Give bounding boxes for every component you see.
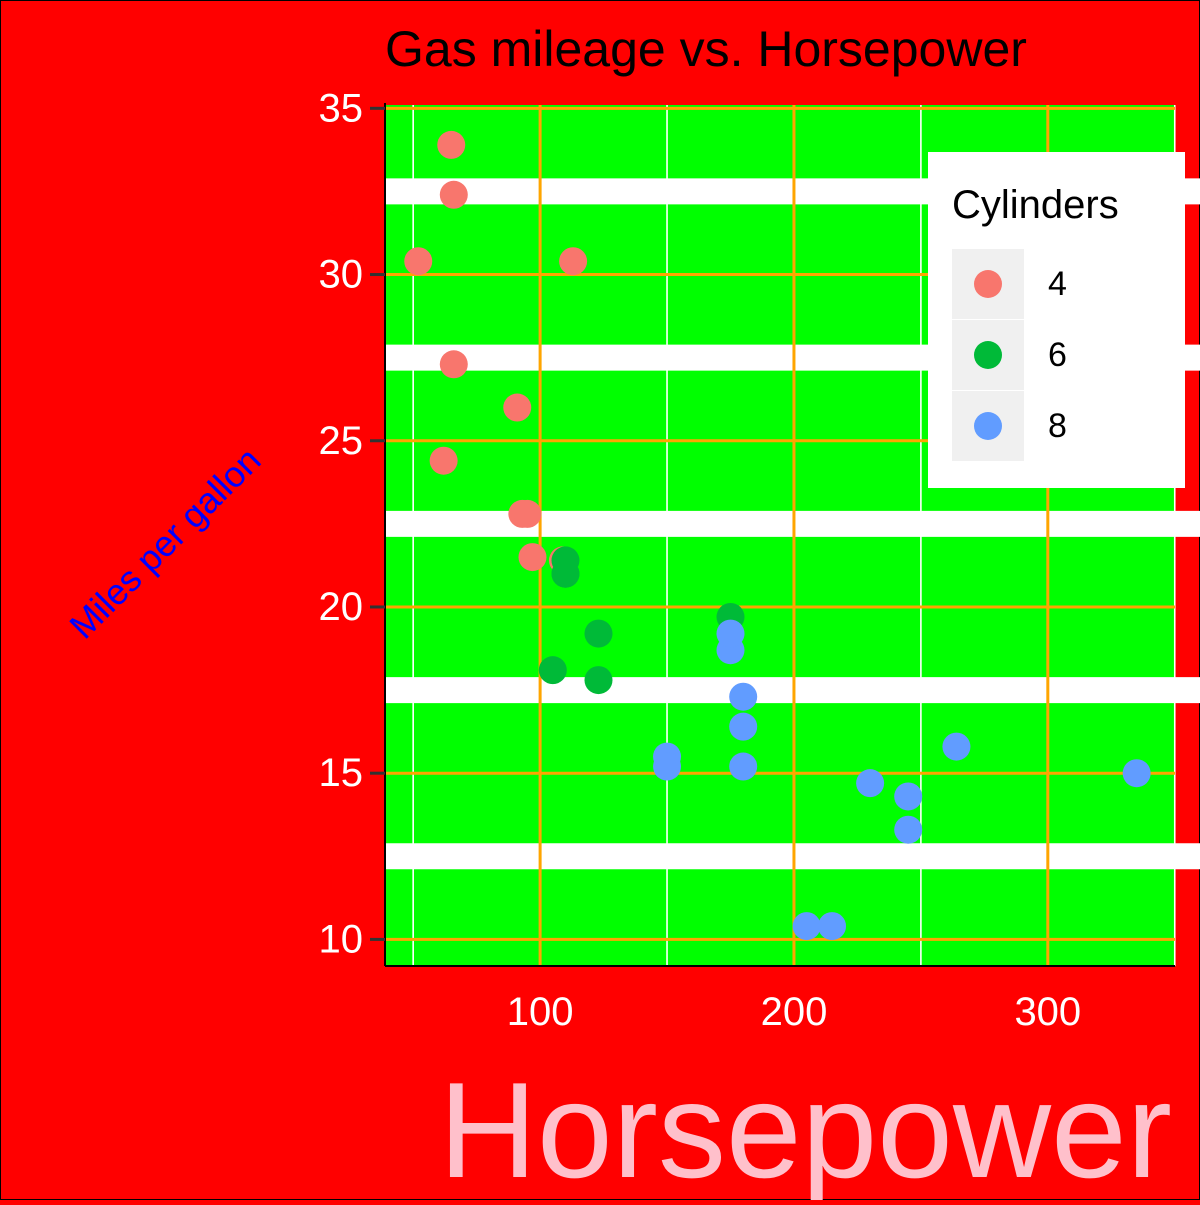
legend: Cylinders 4 6 8 [928, 152, 1185, 488]
y-tick-label: 35 [319, 86, 364, 130]
y-tick-label: 30 [319, 253, 364, 297]
x-axis-label: Horsepower [439, 1054, 1172, 1200]
x-tick-label: 200 [761, 990, 828, 1034]
legend-key-8 [974, 412, 1002, 440]
y-tick-label: 20 [319, 585, 364, 629]
data-point-cyl-4 [439, 180, 468, 209]
x-tick-label: 100 [507, 990, 574, 1034]
data-point-cyl-8 [729, 752, 758, 781]
data-point-cyl-6 [538, 656, 567, 685]
legend-key-4 [974, 270, 1002, 298]
legend-label-8: 8 [1048, 407, 1067, 445]
data-point-cyl-8 [729, 712, 758, 741]
data-point-cyl-6 [551, 546, 580, 575]
data-point-cyl-4 [437, 130, 466, 159]
y-tick-label: 25 [319, 419, 364, 463]
legend-title: Cylinders [952, 183, 1119, 227]
legend-key-6 [974, 341, 1002, 369]
y-tick-label: 10 [319, 917, 364, 961]
data-point-cyl-8 [1122, 759, 1151, 788]
data-point-cyl-8 [716, 619, 745, 648]
data-points [404, 130, 1151, 941]
data-point-cyl-8 [894, 782, 923, 811]
data-point-cyl-4 [439, 350, 468, 379]
data-point-cyl-8 [653, 752, 682, 781]
axes: 10 15 20 25 30 35 100 200 300 [319, 86, 1175, 1034]
data-point-cyl-8 [894, 815, 923, 844]
x-tick-label: 300 [1014, 990, 1081, 1034]
data-point-cyl-4 [429, 446, 458, 475]
legend-label-6: 6 [1048, 336, 1067, 374]
chart-title: Gas mileage vs. Horsepower [385, 21, 1027, 77]
data-point-cyl-8 [942, 732, 971, 761]
data-point-cyl-4 [503, 393, 532, 422]
data-point-cyl-4 [404, 247, 433, 276]
data-point-cyl-4 [513, 499, 542, 528]
data-point-cyl-4 [518, 543, 547, 572]
data-point-cyl-8 [729, 682, 758, 711]
data-point-cyl-8 [818, 912, 847, 941]
data-point-cyl-8 [792, 912, 821, 941]
legend-label-4: 4 [1048, 265, 1067, 303]
data-point-cyl-4 [559, 247, 588, 276]
data-point-cyl-6 [584, 666, 613, 695]
y-tick-label: 15 [319, 751, 364, 795]
data-point-cyl-8 [856, 769, 885, 798]
data-point-cyl-6 [584, 619, 613, 648]
